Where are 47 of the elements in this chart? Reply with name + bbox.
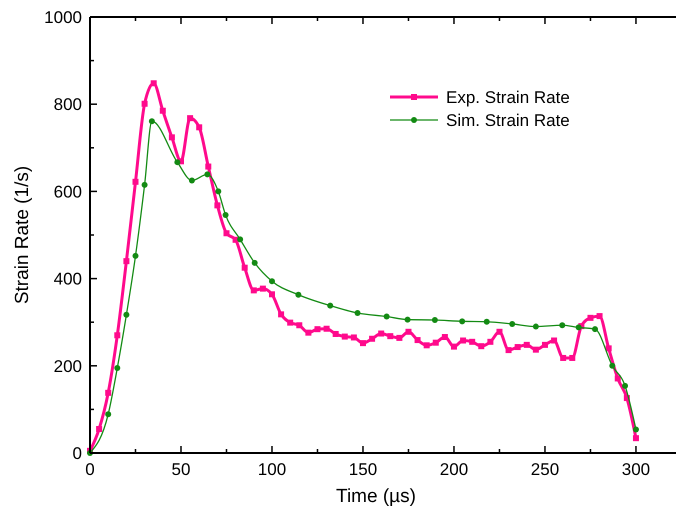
point [252, 260, 258, 266]
x-axis-title: Time (µs) [336, 486, 416, 507]
point [174, 159, 180, 166]
y-tick-label: 600 [54, 182, 82, 202]
point [592, 326, 598, 332]
point [188, 178, 195, 184]
point [142, 182, 148, 188]
x-tick-label: 150 [348, 460, 378, 479]
legend-label: Sim. Strain Rate [446, 110, 570, 130]
point [327, 302, 334, 309]
point [222, 212, 229, 218]
point [632, 426, 639, 432]
y-axis-title: Strain Rate (1/s) [12, 166, 33, 304]
point [204, 171, 210, 178]
point [295, 292, 302, 298]
point [532, 324, 539, 330]
y-tick-label: 0 [72, 444, 82, 463]
x-tick-label: 0 [85, 460, 95, 479]
point [576, 324, 582, 330]
point [559, 322, 566, 328]
point [609, 362, 616, 369]
y-tick-label: 1000 [44, 8, 82, 27]
y-tick-label: 200 [54, 356, 82, 376]
point [404, 316, 411, 323]
point [105, 411, 112, 418]
point [237, 236, 244, 242]
x-tick-label: 100 [258, 460, 286, 479]
point [354, 310, 361, 316]
point [384, 314, 390, 320]
x-tick-label: 50 [172, 460, 190, 479]
point [114, 364, 120, 371]
point [484, 318, 490, 325]
point [459, 318, 466, 324]
x-tick-label: 250 [530, 460, 560, 479]
point [148, 118, 155, 124]
legend-label: Exp. Strain Rate [446, 88, 570, 107]
x-tick-label: 300 [622, 460, 650, 479]
x-tick-label: 200 [440, 460, 468, 479]
point [215, 188, 222, 194]
point [509, 320, 516, 327]
point [132, 252, 138, 259]
point [622, 382, 628, 389]
point [268, 278, 275, 284]
y-tick-label: 400 [54, 270, 82, 289]
point [123, 312, 130, 318]
y-tick-label: 800 [54, 95, 82, 114]
point [432, 317, 438, 324]
